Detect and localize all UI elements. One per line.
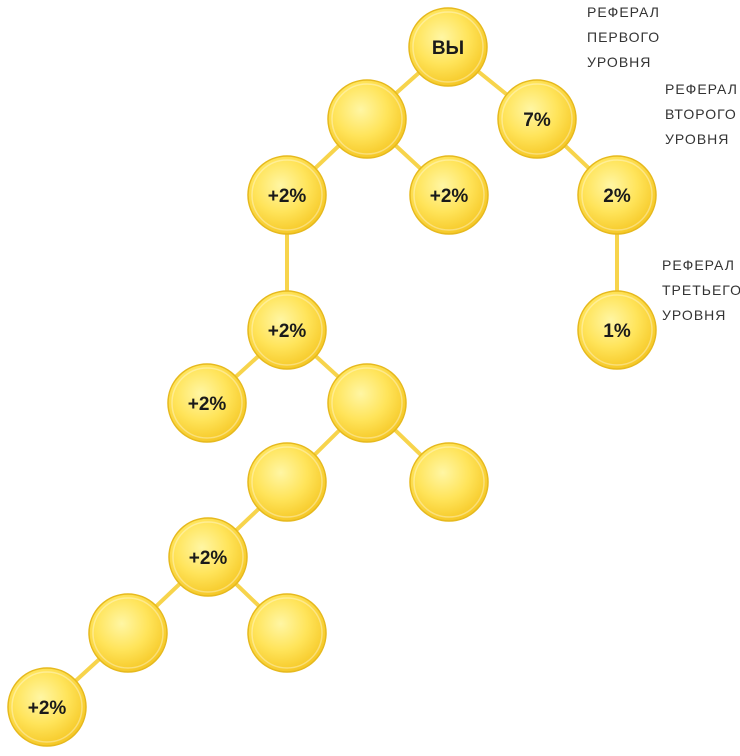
coin-rim [172,521,244,593]
coin-node-k [247,593,327,673]
coin-node-g [247,442,327,522]
coin-rim [581,159,653,231]
coin-label: ВЫ [432,38,464,59]
coin-rim [251,159,323,231]
coin-rim [251,446,323,518]
coin-label: 7% [523,110,551,131]
coin-rim [412,11,484,83]
coin-circle [409,155,489,235]
coin-label: +2% [268,321,307,342]
referral-label-line: РЕФЕРАЛ [662,257,735,273]
tree-nodes: ВЫ 7% 2% 1% +2% +2% +2% +2% +2% +2% [7,7,657,747]
coin-node-m: +2% [7,667,87,747]
coin-node-h [409,442,489,522]
referral-label-line: ТРЕТЬЕГО [662,282,740,298]
coin-node-i: +2% [168,517,248,597]
coin-node-l1: 7% [497,79,577,159]
coin-circle [327,79,407,159]
coin-rim [92,597,164,669]
coin-node-l2: 2% [577,155,657,235]
coin-rim [331,367,403,439]
coin-rim [171,367,243,439]
coin-node-j [88,593,168,673]
coin-rim [581,294,653,366]
coin-circle [247,290,327,370]
coin-rim [501,83,573,155]
referral-label-line: РЕФЕРАЛ [587,4,660,20]
referral-label-line: УРОВНЯ [662,307,727,323]
coin-node-you: ВЫ [408,7,488,87]
referral-label-third-level: РЕФЕРАЛ ТРЕТЬЕГО УРОВНЯ [662,253,740,328]
referral-label-line: УРОВНЯ [665,131,730,147]
coin-circle [497,79,577,159]
coin-rim [413,446,485,518]
referral-label-line: РЕФЕРАЛ [665,81,738,97]
coin-label: +2% [28,698,67,719]
coin-rim [413,159,485,231]
coin-label: +2% [268,186,307,207]
coin-rim [11,671,83,743]
coin-label: 2% [603,186,631,207]
coin-label: +2% [189,548,228,569]
coin-circle [168,517,248,597]
referral-label-second-level: РЕФЕРАЛ ВТОРОГО УРОВНЯ [665,77,738,152]
coin-rim [331,83,403,155]
coin-circle [327,363,407,443]
coin-circle [7,667,87,747]
coin-circle [409,442,489,522]
coin-node-b: +2% [247,155,327,235]
coin-circle [247,442,327,522]
coin-circle [167,363,247,443]
coin-node-d: +2% [247,290,327,370]
coin-node-a [327,79,407,159]
coin-rim [251,294,323,366]
coin-node-c: +2% [409,155,489,235]
referral-label-line: ВТОРОГО [665,106,737,122]
referral-tick-lines [572,2,656,322]
referral-label-first-level: РЕФЕРАЛ ПЕРВОГО УРОВНЯ [587,0,660,75]
coin-circle [408,7,488,87]
coin-circle [247,593,327,673]
coin-rim [251,597,323,669]
coin-circle [88,593,168,673]
coin-label: 1% [603,321,631,342]
coin-circle [577,290,657,370]
coin-node-e: +2% [167,363,247,443]
referral-label-line: УРОВНЯ [587,54,652,70]
coin-label: +2% [430,186,469,207]
coin-circle [247,155,327,235]
coin-node-f [327,363,407,443]
coin-label: +2% [188,394,227,415]
referral-label-line: ПЕРВОГО [587,29,661,45]
coin-circle [577,155,657,235]
coin-node-l3: 1% [577,290,657,370]
